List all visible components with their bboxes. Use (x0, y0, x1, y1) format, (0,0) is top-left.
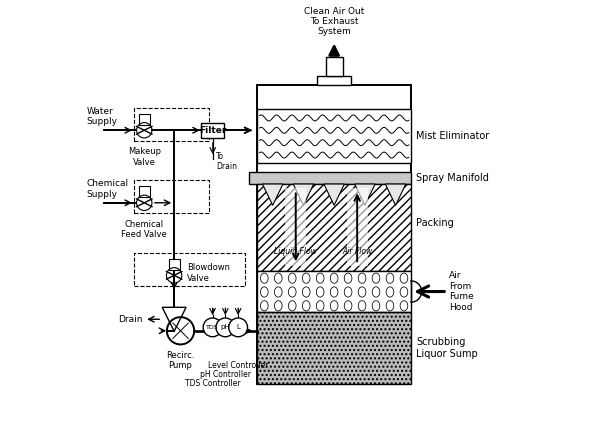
Bar (257, 184, 411, 271)
Bar (139, 186, 150, 197)
Text: L: L (236, 324, 240, 330)
Polygon shape (344, 273, 352, 283)
Polygon shape (316, 301, 324, 311)
Polygon shape (302, 301, 310, 311)
Polygon shape (302, 273, 310, 283)
Polygon shape (372, 273, 380, 283)
Text: Blowdown
Valve: Blowdown Valve (187, 263, 230, 283)
Text: pH: pH (221, 324, 230, 330)
Bar (326, 57, 343, 76)
Polygon shape (386, 287, 394, 297)
Bar (257, 85, 411, 384)
Text: To
Drain: To Drain (216, 152, 237, 171)
Text: Level Controller: Level Controller (208, 361, 268, 371)
Polygon shape (372, 301, 380, 311)
Text: Chemical
Feed Valve: Chemical Feed Valve (121, 220, 167, 239)
Polygon shape (344, 287, 352, 297)
Polygon shape (316, 273, 324, 283)
Text: Filter: Filter (199, 126, 226, 135)
Text: pH Controller: pH Controller (200, 370, 251, 379)
Bar (347, 188, 368, 266)
Bar (169, 259, 179, 270)
Bar (257, 109, 411, 163)
Polygon shape (386, 301, 394, 311)
Polygon shape (162, 307, 186, 331)
Polygon shape (260, 301, 268, 311)
Polygon shape (316, 287, 324, 297)
Bar (134, 253, 245, 286)
Bar (257, 313, 411, 384)
Text: Spray Manifold: Spray Manifold (416, 173, 489, 183)
Text: Drain: Drain (118, 315, 142, 324)
Text: Liquid Flow: Liquid Flow (274, 247, 317, 256)
Polygon shape (289, 273, 296, 283)
Polygon shape (330, 273, 338, 283)
Bar (139, 114, 150, 125)
Polygon shape (293, 184, 314, 205)
Polygon shape (274, 273, 282, 283)
Bar (317, 76, 351, 85)
Polygon shape (289, 287, 296, 297)
Text: Water
Supply: Water Supply (86, 106, 118, 126)
Polygon shape (260, 287, 268, 297)
Polygon shape (344, 301, 352, 311)
Text: Air
From
Fume
Hood: Air From Fume Hood (449, 272, 474, 312)
Bar (134, 180, 209, 214)
Bar (201, 123, 224, 138)
Polygon shape (385, 184, 406, 205)
Polygon shape (302, 287, 310, 297)
Polygon shape (400, 287, 408, 297)
Polygon shape (330, 301, 338, 311)
Bar (285, 188, 307, 266)
Polygon shape (262, 184, 283, 205)
Text: Chemical
Supply: Chemical Supply (86, 179, 129, 198)
Polygon shape (358, 287, 366, 297)
Polygon shape (274, 301, 282, 311)
Circle shape (229, 318, 248, 337)
Polygon shape (358, 273, 366, 283)
Text: Recirc.
Pump: Recirc. Pump (166, 351, 195, 370)
Bar (249, 172, 411, 184)
Polygon shape (358, 301, 366, 311)
Polygon shape (330, 287, 338, 297)
Polygon shape (400, 301, 408, 311)
Text: Air Flow: Air Flow (342, 247, 372, 256)
Text: Clean Air Out
To Exhaust
System: Clean Air Out To Exhaust System (304, 7, 364, 36)
Polygon shape (355, 184, 375, 205)
Text: Makeup
Valve: Makeup Valve (128, 147, 161, 167)
Polygon shape (274, 287, 282, 297)
Polygon shape (372, 287, 380, 297)
Bar (134, 108, 209, 141)
Text: TDS: TDS (206, 325, 219, 330)
Polygon shape (386, 273, 394, 283)
Polygon shape (289, 301, 296, 311)
Bar (257, 271, 411, 313)
Circle shape (203, 318, 222, 337)
Text: TDS Controller: TDS Controller (185, 378, 241, 388)
Text: Mist Eliminator: Mist Eliminator (416, 131, 489, 141)
Text: Packing: Packing (416, 218, 454, 228)
Text: Scrubbing
Liquor Sump: Scrubbing Liquor Sump (416, 337, 478, 359)
Polygon shape (260, 273, 268, 283)
Polygon shape (400, 273, 408, 283)
Polygon shape (324, 184, 344, 205)
Circle shape (216, 318, 235, 337)
